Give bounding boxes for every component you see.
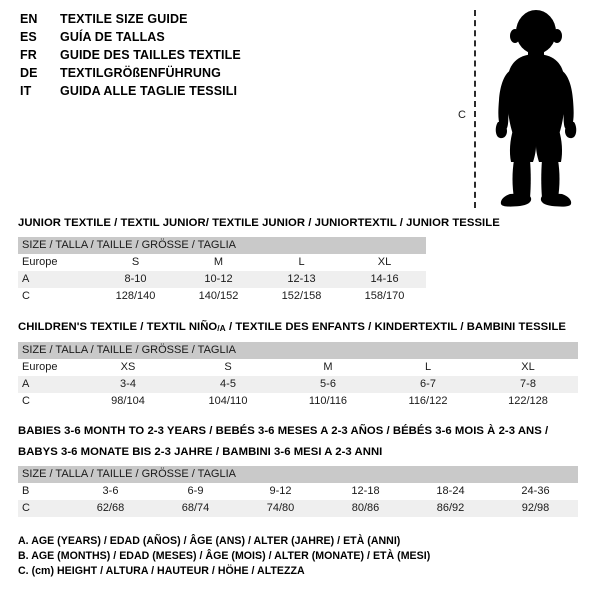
cell: 74/80 [238,500,323,517]
cell: 10-12 [177,271,260,288]
row-label: B [18,483,68,500]
section-title-children: CHILDREN'S TEXTILE / TEXTIL NIÑO/A / TEX… [18,320,578,336]
language-title: GUIDE DES TAILLES TEXTILE [60,48,241,62]
cell: 68/74 [153,500,238,517]
cell: 110/116 [278,393,378,410]
language-row-it: IT GUIDA ALLE TAGLIE TESSILI [20,84,420,102]
language-code: IT [20,84,32,98]
language-code: DE [20,66,38,80]
cell: 6-9 [153,483,238,500]
cell: XL [478,359,579,376]
row-label: C [18,393,78,410]
section-title-babies-line2: BABYS 3-6 MONATE BIS 2-3 JAHRE / BAMBINI… [18,446,383,458]
language-title: GUÍA DE TALLAS [60,30,165,44]
language-title-block: EN TEXTILE SIZE GUIDE ES GUÍA DE TALLAS … [20,12,420,102]
language-title: GUIDA ALLE TAGLIE TESSILI [60,84,238,98]
junior-size-bar-label: SIZE / TALLA / TAILLE / GRÖSSE / TAGLIA [18,237,427,254]
cell: S [178,359,278,376]
babies-size-bar-row: SIZE / TALLA / TAILLE / GRÖSSE / TAGLIA [18,466,578,483]
row-label: A [18,376,78,393]
height-measure-label: C [458,109,466,121]
cell: 6-7 [378,376,478,393]
row-label: Europe [18,359,78,376]
table-row: Europe S M L XL [18,254,427,271]
row-label: A [18,271,94,288]
legend-row-b: B. AGE (MONTHS) / EDAD (MESES) / ÂGE (MO… [18,550,431,562]
children-size-bar-label: SIZE / TALLA / TAILLE / GRÖSSE / TAGLIA [18,342,579,359]
cell: S [94,254,177,271]
cell: 116/122 [378,393,478,410]
cell: 9-12 [238,483,323,500]
cell: 86/92 [408,500,493,517]
language-row-fr: FR GUIDE DES TAILLES TEXTILE [20,48,420,66]
cell: 12-18 [323,483,408,500]
cell: 24-36 [493,483,578,500]
row-label: Europe [18,254,94,271]
children-size-table: SIZE / TALLA / TAILLE / GRÖSSE / TAGLIA … [18,342,579,410]
cell: 4-5 [178,376,278,393]
cell: 122/128 [478,393,579,410]
legend-block: A. AGE (YEARS) / EDAD (AÑOS) / ÂGE (ANS)… [18,534,578,579]
language-row-es: ES GUÍA DE TALLAS [20,30,420,48]
section-junior-textile: JUNIOR TEXTILE / TEXTIL JUNIOR/ TEXTILE … [18,216,500,305]
junior-size-bar-row: SIZE / TALLA / TAILLE / GRÖSSE / TAGLIA [18,237,427,254]
section-title-children-sub: /A [217,323,226,333]
height-measure-figure: C [440,6,590,211]
cell: 128/140 [94,288,177,305]
table-row: C 98/104 104/110 110/116 116/122 122/128 [18,393,579,410]
cell: XL [343,254,427,271]
language-row-de: DE TEXTILGRÖßENFÜHRUNG [20,66,420,84]
table-row: B 3-6 6-9 9-12 12-18 18-24 24-36 [18,483,578,500]
cell: 104/110 [178,393,278,410]
cell: 18-24 [408,483,493,500]
cell: L [260,254,343,271]
row-label: C [18,500,68,517]
language-code: EN [20,12,38,26]
language-code: FR [20,48,37,62]
table-row: A 3-4 4-5 5-6 6-7 7-8 [18,376,579,393]
language-title: TEXTILE SIZE GUIDE [60,12,188,26]
section-title-babies-line1: BABIES 3-6 MONTH TO 2-3 YEARS / BEBÉS 3-… [18,425,549,437]
cell: 3-6 [68,483,153,500]
children-size-bar-row: SIZE / TALLA / TAILLE / GRÖSSE / TAGLIA [18,342,579,359]
row-label: C [18,288,94,305]
legend-row-a: A. AGE (YEARS) / EDAD (AÑOS) / ÂGE (ANS)… [18,535,401,547]
cell: 8-10 [94,271,177,288]
table-row: A 8-10 10-12 12-13 14-16 [18,271,427,288]
language-code: ES [20,30,37,44]
cell: 98/104 [78,393,178,410]
cell: 3-4 [78,376,178,393]
table-row: C 62/68 68/74 74/80 80/86 86/92 92/98 [18,500,578,517]
junior-size-table: SIZE / TALLA / TAILLE / GRÖSSE / TAGLIA … [18,237,427,305]
cell: 158/170 [343,288,427,305]
height-dashed-line-icon [474,10,476,208]
cell: 92/98 [493,500,578,517]
language-row-en: EN TEXTILE SIZE GUIDE [20,12,420,30]
cell: 14-16 [343,271,427,288]
babies-size-table: SIZE / TALLA / TAILLE / GRÖSSE / TAGLIA … [18,466,578,517]
cell: 5-6 [278,376,378,393]
table-row: Europe XS S M L XL [18,359,579,376]
table-row: C 128/140 140/152 152/158 158/170 [18,288,427,305]
cell: 80/86 [323,500,408,517]
cell: M [177,254,260,271]
toddler-silhouette-icon [495,10,577,207]
cell: 12-13 [260,271,343,288]
section-title-children-pre: CHILDREN'S TEXTILE / TEXTIL NIÑO [18,321,218,333]
cell: 7-8 [478,376,579,393]
section-title-children-post: / TEXTILE DES ENFANTS / KINDERTEXTIL / B… [225,321,566,333]
cell: 152/158 [260,288,343,305]
cell: L [378,359,478,376]
cell: M [278,359,378,376]
section-children-textile: CHILDREN'S TEXTILE / TEXTIL NIÑO/A / TEX… [18,320,579,410]
cell: XS [78,359,178,376]
section-babies-textile: BABIES 3-6 MONTH TO 2-3 YEARS / BEBÉS 3-… [18,424,578,517]
language-title: TEXTILGRÖßENFÜHRUNG [60,66,221,80]
babies-size-bar-label: SIZE / TALLA / TAILLE / GRÖSSE / TAGLIA [18,466,578,483]
section-title-junior: JUNIOR TEXTILE / TEXTIL JUNIOR/ TEXTILE … [18,217,500,229]
cell: 62/68 [68,500,153,517]
legend-row-c: C. (cm) HEIGHT / ALTURA / HAUTEUR / HÖHE… [18,565,305,577]
cell: 140/152 [177,288,260,305]
